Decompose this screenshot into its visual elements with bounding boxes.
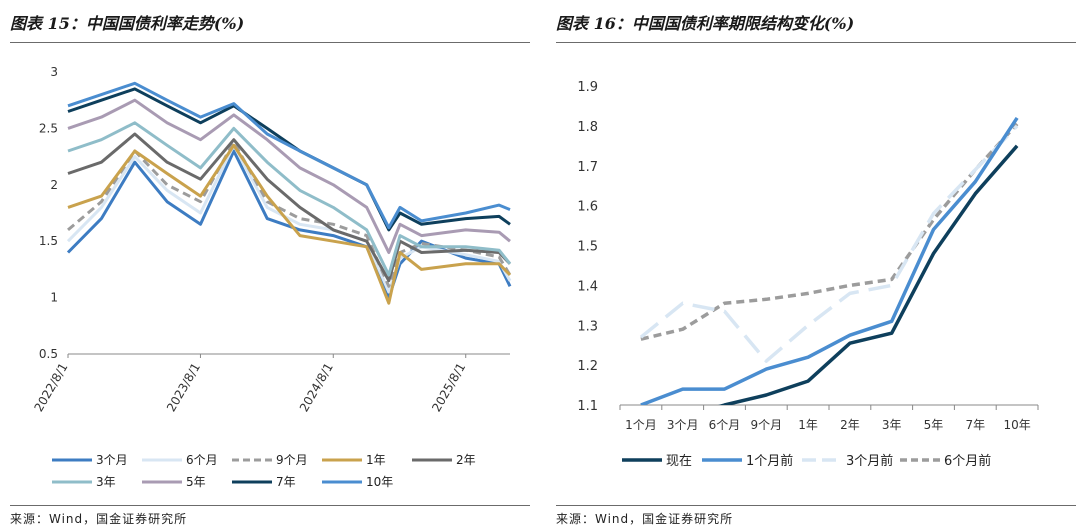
title-divider	[10, 42, 530, 43]
series-line	[67, 98, 511, 254]
x-tick-label: 3年	[882, 418, 902, 432]
source-divider	[556, 505, 1076, 506]
legend-label: 现在	[666, 454, 692, 469]
series-line	[639, 124, 1019, 363]
legend-label: 10年	[366, 475, 393, 489]
legend-label: 3个月前	[846, 453, 893, 469]
y-tick-label: 2	[50, 178, 58, 192]
chart-title: 图表 15：中国国债利率走势(%)	[10, 14, 245, 33]
series-line	[67, 121, 512, 277]
y-tick-label: 1.3	[577, 319, 598, 334]
x-tick-label: 2022/8/1	[32, 361, 71, 415]
series-line	[66, 143, 512, 294]
y-tick-label: 2.5	[39, 121, 58, 135]
series-line	[67, 132, 512, 283]
chart-title: 图表 16：中国国债利率期限结构变化(%)	[556, 14, 855, 33]
source-note: 来源：Wind，国金证券研究所	[556, 512, 734, 526]
y-tick-label: 1.4	[577, 279, 598, 294]
x-tick-label: 2023/8/1	[164, 361, 203, 415]
x-tick-label: 2025/8/1	[429, 361, 468, 415]
x-tick-label: 6个月	[709, 418, 741, 432]
legend-label: 3年	[96, 475, 116, 489]
series-line	[67, 81, 511, 230]
legend-label: 6个月前	[944, 453, 991, 469]
source-note: 来源：Wind，国金证券研究所	[10, 512, 188, 526]
y-tick-label: 0.5	[39, 347, 58, 361]
series-line	[67, 143, 512, 305]
y-tick-label: 1.5	[39, 234, 58, 248]
title-divider	[556, 42, 1076, 43]
term-structure-chart: 1.1 1.2 1.3 1.4 1.5 1.6 1.7 1.8 1.9 1个月 3个月 6个月 9个月 1…	[577, 80, 1039, 469]
x-tick-label: 9个月	[750, 418, 782, 432]
series-line	[67, 140, 512, 288]
x-tick-label: 2024/8/1	[297, 361, 336, 415]
y-tick-label: 1.2	[577, 359, 598, 374]
plot-area	[639, 116, 1019, 405]
legend-label: 7年	[276, 475, 296, 489]
legend-label: 1年	[366, 453, 386, 467]
x-tick-label: 5年	[924, 418, 944, 432]
x-tick-label: 7年	[965, 418, 985, 432]
y-tick-label: 1.9	[577, 80, 598, 95]
x-tick-label: 3个月	[667, 418, 699, 432]
y-tick-label: 1.8	[577, 120, 598, 135]
legend-label: 5年	[186, 475, 206, 489]
series-line	[718, 144, 1019, 405]
legend-label: 1个月前	[746, 453, 793, 469]
y-tick-label: 1.5	[577, 240, 598, 255]
chart-panel-term-structure: 图表 16：中国国债利率期限结构变化(%) 1.1 1.2 1.3 1.4 1.5 1.6…	[556, 0, 1076, 532]
x-tick-label: 1个月	[625, 418, 657, 432]
legend-label: 6个月	[186, 453, 218, 467]
y-tick-label: 1	[50, 291, 58, 305]
y-tick-label: 3	[50, 65, 58, 79]
x-tick-label: 10年	[1003, 418, 1030, 432]
legend-label: 2年	[456, 453, 476, 467]
source-divider	[10, 505, 530, 506]
x-tick-label: 1年	[798, 418, 818, 432]
chart-panel-rates-trend: 图表 15：中国国债利率走势(%) 0.5 1 1.5 2 2.5 3 2022/8/1 20…	[10, 0, 530, 532]
legend-label: 9个月	[276, 453, 308, 467]
y-tick-label: 1.7	[577, 160, 598, 175]
series-line	[640, 122, 1019, 341]
legend-label: 3个月	[96, 453, 128, 467]
rates-trend-chart: 0.5 1 1.5 2 2.5 3 2022/8/1 2023/8/1 2024/8/1 2025…	[32, 65, 512, 489]
series-line	[640, 116, 1019, 405]
y-tick-label: 1.6	[577, 200, 598, 215]
y-tick-label: 1.1	[577, 399, 598, 414]
x-tick-label: 2年	[840, 418, 860, 432]
